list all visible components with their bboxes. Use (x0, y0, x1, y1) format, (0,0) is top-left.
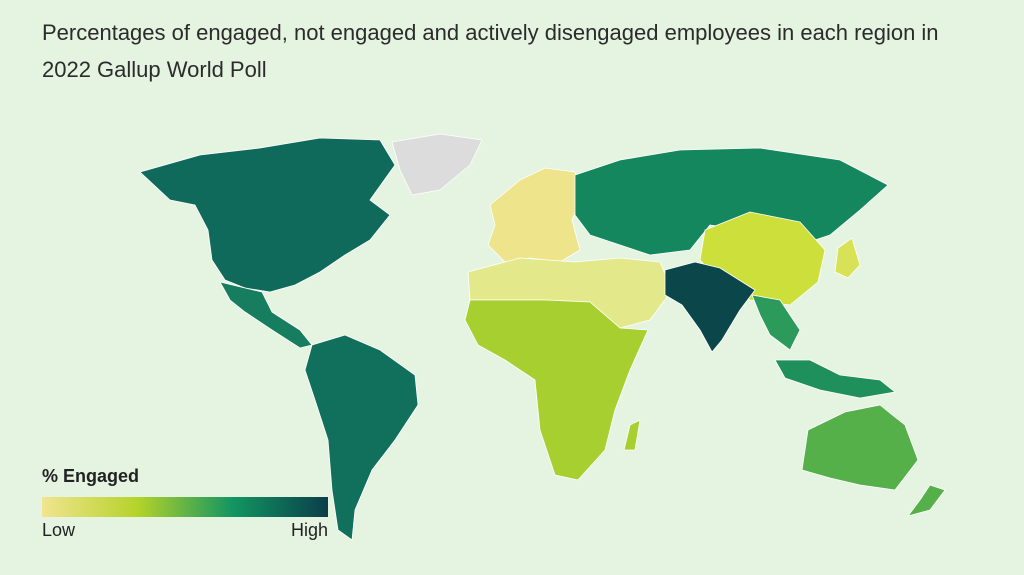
legend-high-label: High (290, 520, 328, 540)
legend-title: % Engaged (42, 466, 140, 486)
legend-low-label: Low (42, 520, 76, 540)
new-zealand (907, 484, 946, 517)
north-america (139, 137, 396, 293)
title: Percentages of engaged, not engaged and … (42, 20, 939, 82)
sub-saharan-africa (464, 299, 649, 481)
madagascar (623, 419, 641, 451)
europe (487, 167, 581, 263)
mexico-central-america (219, 281, 313, 349)
greenland (391, 133, 483, 196)
japan (834, 237, 861, 279)
australia (801, 404, 919, 491)
indonesia-philippines (774, 359, 896, 399)
southeast-asia (751, 294, 801, 351)
legend-gradient (42, 497, 328, 517)
south-asia (664, 261, 756, 353)
south-america (304, 334, 419, 541)
